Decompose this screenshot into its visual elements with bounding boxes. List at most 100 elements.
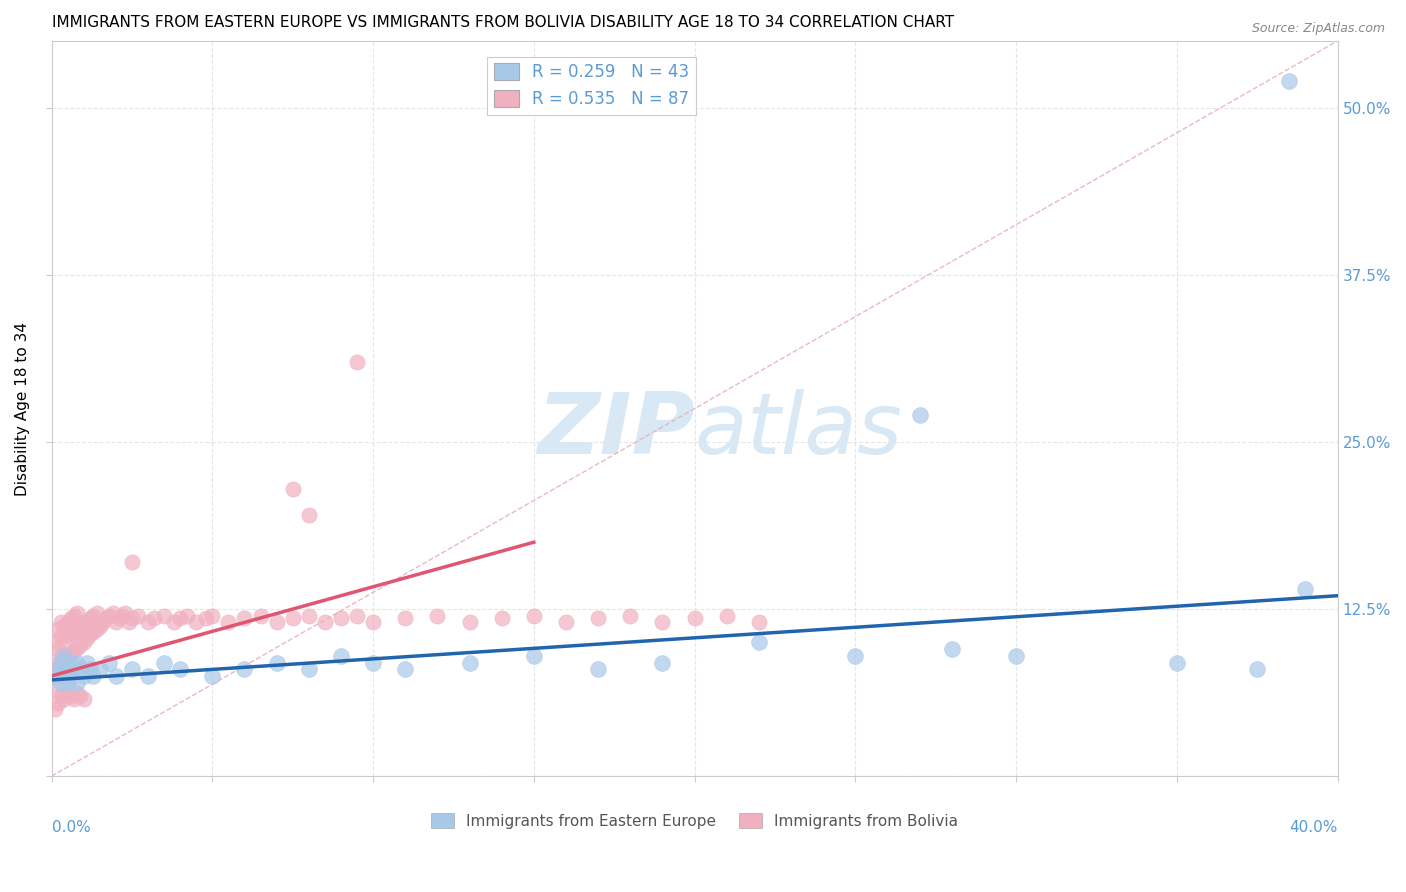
Point bbox=[76, 632, 98, 646]
Point bbox=[51, 615, 73, 630]
Point bbox=[86, 606, 108, 620]
Point bbox=[555, 615, 578, 630]
Point bbox=[346, 608, 368, 623]
Point bbox=[458, 656, 481, 670]
Point bbox=[44, 662, 66, 676]
Point bbox=[346, 355, 368, 369]
Text: ZIP: ZIP bbox=[537, 389, 695, 472]
Point bbox=[121, 555, 143, 569]
Point bbox=[118, 615, 141, 630]
Point bbox=[51, 656, 73, 670]
Point bbox=[79, 627, 101, 641]
Point bbox=[63, 643, 86, 657]
Point bbox=[281, 482, 304, 496]
Point bbox=[59, 611, 82, 625]
Point bbox=[51, 689, 73, 703]
Point bbox=[908, 408, 931, 422]
Point bbox=[266, 615, 288, 630]
Text: 0.0%: 0.0% bbox=[52, 821, 90, 835]
Point bbox=[63, 624, 86, 639]
Point bbox=[108, 611, 131, 625]
Point bbox=[458, 615, 481, 630]
Point bbox=[201, 669, 224, 683]
Point bbox=[586, 611, 609, 625]
Point bbox=[153, 608, 176, 623]
Point bbox=[59, 626, 82, 640]
Point bbox=[66, 686, 89, 700]
Point bbox=[169, 662, 191, 676]
Point bbox=[98, 608, 121, 623]
Point bbox=[59, 689, 82, 703]
Point bbox=[169, 611, 191, 625]
Point bbox=[59, 646, 82, 660]
Text: atlas: atlas bbox=[695, 389, 903, 472]
Point bbox=[63, 691, 86, 706]
Point bbox=[104, 669, 127, 683]
Point bbox=[329, 611, 352, 625]
Point bbox=[217, 615, 239, 630]
Point bbox=[101, 606, 124, 620]
Point bbox=[63, 662, 86, 676]
Point bbox=[56, 686, 79, 700]
Y-axis label: Disability Age 18 to 34: Disability Age 18 to 34 bbox=[15, 321, 30, 496]
Point bbox=[53, 651, 76, 665]
Point bbox=[56, 615, 79, 630]
Point bbox=[361, 615, 384, 630]
Point bbox=[426, 608, 449, 623]
Point bbox=[121, 662, 143, 676]
Point bbox=[127, 608, 149, 623]
Point bbox=[53, 619, 76, 633]
Point bbox=[86, 622, 108, 636]
Point bbox=[66, 675, 89, 690]
Point bbox=[73, 691, 96, 706]
Point bbox=[53, 635, 76, 649]
Point bbox=[66, 606, 89, 620]
Point bbox=[73, 669, 96, 683]
Point bbox=[298, 508, 321, 523]
Point bbox=[51, 648, 73, 663]
Point bbox=[56, 675, 79, 690]
Point bbox=[44, 635, 66, 649]
Point bbox=[63, 608, 86, 623]
Point bbox=[59, 669, 82, 683]
Point bbox=[46, 656, 69, 670]
Point bbox=[586, 662, 609, 676]
Point bbox=[56, 648, 79, 663]
Point bbox=[163, 615, 186, 630]
Point bbox=[46, 662, 69, 676]
Point bbox=[66, 640, 89, 655]
Point bbox=[44, 682, 66, 697]
Point bbox=[96, 611, 118, 625]
Point bbox=[69, 662, 91, 676]
Point bbox=[121, 611, 143, 625]
Point bbox=[1005, 648, 1028, 663]
Point bbox=[104, 615, 127, 630]
Point bbox=[82, 669, 104, 683]
Point bbox=[56, 629, 79, 643]
Point bbox=[523, 648, 546, 663]
Point bbox=[79, 611, 101, 625]
Point bbox=[1295, 582, 1317, 596]
Point bbox=[1166, 656, 1188, 670]
Point bbox=[651, 656, 673, 670]
Text: 40.0%: 40.0% bbox=[1289, 821, 1337, 835]
Point bbox=[619, 608, 641, 623]
Point bbox=[1278, 74, 1301, 88]
Point bbox=[394, 662, 416, 676]
Point bbox=[44, 702, 66, 716]
Point bbox=[91, 615, 114, 630]
Point bbox=[46, 642, 69, 657]
Point bbox=[651, 615, 673, 630]
Point bbox=[266, 656, 288, 670]
Point bbox=[233, 662, 256, 676]
Point bbox=[66, 622, 89, 636]
Point bbox=[73, 615, 96, 630]
Point bbox=[298, 608, 321, 623]
Point bbox=[394, 611, 416, 625]
Point bbox=[73, 635, 96, 649]
Point bbox=[176, 608, 198, 623]
Point bbox=[111, 608, 134, 623]
Point bbox=[89, 662, 111, 676]
Text: IMMIGRANTS FROM EASTERN EUROPE VS IMMIGRANTS FROM BOLIVIA DISABILITY AGE 18 TO 3: IMMIGRANTS FROM EASTERN EUROPE VS IMMIGR… bbox=[52, 15, 953, 30]
Point bbox=[69, 689, 91, 703]
